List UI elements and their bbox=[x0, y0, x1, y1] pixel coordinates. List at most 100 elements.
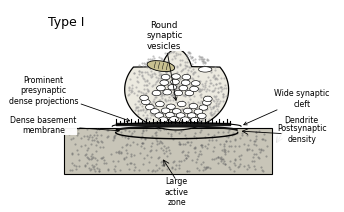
Point bbox=[171, 89, 177, 92]
Point bbox=[184, 86, 190, 89]
Point bbox=[166, 146, 171, 149]
Circle shape bbox=[190, 86, 198, 92]
Point bbox=[193, 110, 198, 113]
Point bbox=[182, 61, 187, 64]
Point bbox=[192, 150, 198, 154]
Point bbox=[149, 75, 155, 78]
Circle shape bbox=[185, 90, 194, 96]
Point bbox=[151, 113, 156, 117]
Point bbox=[103, 161, 109, 165]
Point bbox=[205, 146, 210, 150]
Point bbox=[171, 86, 176, 89]
Point bbox=[261, 132, 267, 136]
Point bbox=[176, 92, 182, 95]
Point bbox=[253, 137, 259, 141]
Point bbox=[153, 111, 158, 114]
Point bbox=[196, 116, 201, 119]
Point bbox=[160, 57, 165, 60]
Point bbox=[85, 147, 91, 150]
Point bbox=[232, 144, 238, 148]
Point bbox=[111, 134, 117, 137]
Point bbox=[191, 135, 197, 138]
Point bbox=[173, 163, 178, 167]
Point bbox=[185, 154, 190, 157]
Point bbox=[147, 65, 152, 68]
Circle shape bbox=[157, 85, 165, 91]
Point bbox=[73, 143, 78, 146]
Point bbox=[152, 62, 157, 66]
Point bbox=[92, 156, 97, 159]
Circle shape bbox=[204, 96, 212, 102]
Point bbox=[200, 55, 205, 59]
Point bbox=[251, 142, 257, 145]
Point bbox=[147, 102, 152, 106]
Point bbox=[157, 111, 162, 114]
Point bbox=[256, 129, 261, 132]
Point bbox=[252, 168, 258, 171]
Point bbox=[96, 169, 101, 173]
Point bbox=[153, 138, 159, 141]
Point bbox=[201, 114, 206, 117]
Polygon shape bbox=[116, 126, 238, 132]
Point bbox=[218, 99, 223, 102]
Point bbox=[159, 120, 165, 123]
Point bbox=[195, 100, 201, 104]
Point bbox=[211, 99, 216, 102]
Point bbox=[165, 83, 171, 86]
Point bbox=[192, 119, 198, 122]
Point bbox=[127, 162, 133, 165]
Point bbox=[168, 114, 173, 118]
Point bbox=[196, 154, 201, 157]
Point bbox=[206, 94, 212, 98]
Point bbox=[171, 108, 176, 112]
Point bbox=[201, 87, 206, 90]
Point bbox=[149, 169, 155, 173]
Point bbox=[196, 57, 201, 60]
Point bbox=[139, 104, 144, 107]
Point bbox=[183, 156, 189, 160]
Point bbox=[83, 143, 88, 146]
Point bbox=[132, 153, 137, 156]
Point bbox=[151, 108, 156, 112]
Point bbox=[214, 139, 219, 142]
Point bbox=[200, 58, 206, 61]
Point bbox=[195, 110, 201, 114]
Text: Type I: Type I bbox=[47, 16, 84, 29]
Point bbox=[223, 152, 228, 156]
Point bbox=[171, 65, 177, 68]
Text: Dense basement
membrane: Dense basement membrane bbox=[10, 116, 119, 135]
Ellipse shape bbox=[147, 61, 175, 72]
Point bbox=[211, 157, 216, 160]
Point bbox=[203, 107, 209, 111]
Circle shape bbox=[161, 74, 170, 80]
Point bbox=[198, 143, 204, 146]
Point bbox=[187, 93, 193, 96]
Point bbox=[168, 50, 174, 54]
Point bbox=[167, 74, 172, 78]
Point bbox=[191, 114, 197, 117]
Point bbox=[197, 149, 203, 152]
Point bbox=[155, 86, 161, 90]
Text: Prominent
presynaptic
dense projections: Prominent presynaptic dense projections bbox=[9, 76, 130, 121]
Point bbox=[153, 148, 158, 152]
Point bbox=[206, 117, 212, 120]
Point bbox=[152, 61, 158, 65]
Point bbox=[135, 99, 141, 102]
Point bbox=[158, 160, 163, 163]
Point bbox=[126, 136, 131, 140]
Point bbox=[158, 92, 163, 95]
Point bbox=[182, 94, 188, 98]
Point bbox=[159, 110, 165, 114]
Point bbox=[232, 137, 237, 141]
Point bbox=[78, 145, 84, 148]
Point bbox=[189, 76, 194, 80]
Point bbox=[223, 139, 228, 143]
Point bbox=[100, 156, 106, 159]
Point bbox=[210, 89, 216, 92]
Point bbox=[207, 78, 213, 81]
Point bbox=[68, 129, 73, 132]
Point bbox=[204, 57, 210, 61]
Point bbox=[158, 110, 163, 114]
Point bbox=[151, 71, 157, 74]
Point bbox=[166, 119, 171, 122]
